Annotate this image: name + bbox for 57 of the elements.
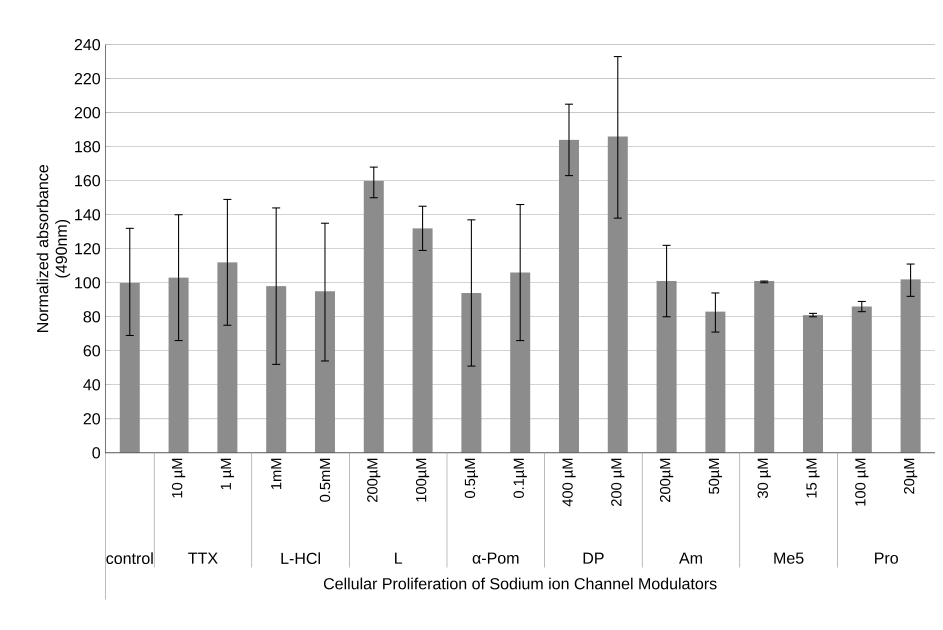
x-tick-label: 200µM <box>660 458 674 502</box>
y-tick-label: 100 <box>75 277 100 288</box>
x-tick-label: 10 µM <box>172 458 186 498</box>
x-tick-label: 1mM <box>271 458 282 489</box>
y-tick-label: 20 <box>84 413 100 424</box>
text: DP <box>584 552 604 564</box>
x-axis-title: Cellular Proliferation of Sodium ion Channel Modulators <box>324 578 717 590</box>
y-tick-label: 160 <box>75 174 100 186</box>
x-tick-label: 15 µM <box>806 458 820 498</box>
bar <box>412 228 433 453</box>
text: TTX <box>188 552 218 564</box>
text: Am <box>679 552 702 564</box>
bar <box>852 306 872 453</box>
bar <box>608 136 628 453</box>
text: Me5 <box>774 552 804 564</box>
text: L <box>395 552 402 564</box>
y-tick-label: 220 <box>74 72 100 84</box>
x-tick-label: 200µM <box>367 458 380 502</box>
bar <box>900 279 921 453</box>
bar <box>168 278 189 453</box>
bar <box>217 262 238 453</box>
bar <box>364 180 384 453</box>
bar <box>802 314 823 453</box>
x-tick-label: 30 µM <box>758 458 771 498</box>
bar <box>461 292 482 453</box>
y-tick-label: 40 <box>83 379 100 390</box>
x-tick-label: 0.5µM <box>464 458 478 498</box>
text: L-HCl <box>281 552 320 564</box>
x-tick-label: 1 µM <box>220 458 234 490</box>
bar <box>120 282 140 453</box>
bar <box>510 272 530 453</box>
x-tick-label: 400 µM <box>562 458 576 506</box>
text: control <box>106 552 153 564</box>
y-tick-label: 200 <box>74 106 100 118</box>
x-tick-label: 100 µM <box>855 458 868 506</box>
y-tick-label: 120 <box>75 242 100 254</box>
x-tick-label: 20µM <box>904 458 918 494</box>
bar <box>314 291 335 453</box>
y-tick-label: 0 <box>92 447 100 458</box>
y-tick-label: 80 <box>84 311 100 322</box>
x-tick-label: 0.5mM <box>320 458 330 502</box>
x-tick-label: 100µM <box>416 458 430 502</box>
y-tick-label: 140 <box>75 208 100 220</box>
bar <box>754 280 774 453</box>
y-axis-title: Normalized absorbance (490nm) <box>36 164 70 332</box>
text: Pro <box>875 552 898 564</box>
x-tick-label: 200 µM <box>611 458 624 506</box>
y-tick-label: 180 <box>75 140 100 152</box>
bar <box>266 286 286 453</box>
y-tick-label: 60 <box>84 345 100 356</box>
bar <box>705 312 726 453</box>
x-tick-label: 50µM <box>708 458 722 494</box>
bar <box>656 280 677 453</box>
text: α-Pom <box>472 552 518 564</box>
x-tick-label: 0.1µM <box>514 458 527 498</box>
bar <box>558 140 579 453</box>
y-tick-label: 240 <box>74 38 100 50</box>
